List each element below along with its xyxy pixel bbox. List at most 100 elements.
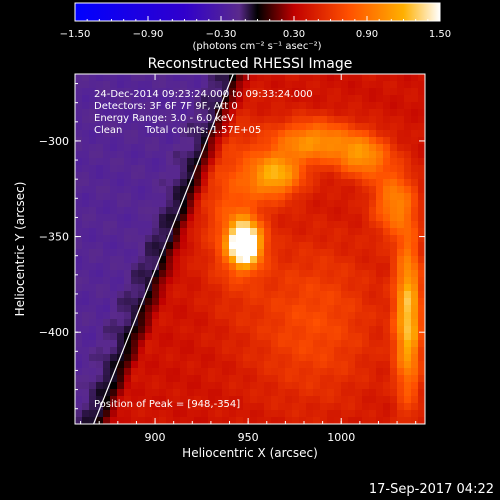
heatmap-cell	[159, 221, 167, 229]
heatmap-cell	[215, 249, 223, 257]
heatmap-cell	[285, 228, 293, 236]
heatmap-cell	[306, 284, 314, 292]
heatmap-cell	[138, 249, 146, 257]
heatmap-cell	[369, 193, 377, 201]
heatmap-cell	[383, 81, 391, 89]
heatmap-cell	[362, 361, 370, 369]
heatmap-cell	[236, 137, 244, 145]
heatmap-cell	[299, 95, 307, 103]
heatmap-cell	[341, 354, 349, 362]
heatmap-cell	[362, 319, 370, 327]
heatmap-cell	[250, 179, 258, 187]
heatmap-cell	[103, 347, 111, 355]
heatmap-cell	[411, 410, 419, 418]
heatmap-cell	[229, 305, 237, 313]
heatmap-cell	[285, 102, 293, 110]
heatmap-cell	[334, 179, 342, 187]
heatmap-cell	[173, 165, 181, 173]
heatmap-cell	[299, 298, 307, 306]
heatmap-cell	[138, 319, 146, 327]
heatmap-cell	[201, 165, 209, 173]
heatmap-cell	[320, 165, 328, 173]
heatmap-cell	[348, 214, 356, 222]
heatmap-cell	[166, 284, 174, 292]
heatmap-cell	[292, 81, 300, 89]
heatmap-cell	[208, 95, 216, 103]
heatmap-cell	[201, 368, 209, 376]
heatmap-cell	[341, 88, 349, 96]
heatmap-cell	[96, 172, 104, 180]
heatmap-cell	[327, 417, 335, 424]
heatmap-cell	[376, 109, 384, 117]
heatmap-cell	[334, 375, 342, 383]
heatmap-cell	[236, 130, 244, 138]
heatmap-cell	[131, 305, 139, 313]
heatmap-cell	[138, 389, 146, 397]
heatmap-cell	[159, 235, 167, 243]
heatmap-cell	[278, 396, 286, 404]
heatmap-cell	[229, 193, 237, 201]
heatmap-cell	[362, 172, 370, 180]
heatmap-cell	[327, 130, 335, 138]
heatmap-cell	[152, 165, 160, 173]
heatmap-cell	[201, 81, 209, 89]
heatmap-cell	[82, 284, 90, 292]
heatmap-cell	[327, 179, 335, 187]
heatmap-cell	[138, 130, 146, 138]
heatmap-cell	[292, 256, 300, 264]
heatmap-cell	[215, 235, 223, 243]
heatmap-cell	[236, 109, 244, 117]
heatmap-cell	[264, 312, 272, 320]
heatmap-cell	[411, 172, 419, 180]
heatmap-cell	[201, 410, 209, 418]
heatmap-cell	[215, 410, 223, 418]
heatmap-cell	[243, 270, 251, 278]
heatmap-cell	[355, 298, 363, 306]
heatmap-cell	[362, 375, 370, 383]
heatmap-cell	[334, 263, 342, 271]
heatmap-cell	[145, 130, 153, 138]
heatmap-cell	[257, 193, 265, 201]
heatmap-cell	[131, 193, 139, 201]
heatmap-cell	[117, 165, 125, 173]
heatmap-cell	[369, 312, 377, 320]
heatmap-cell	[194, 403, 202, 411]
heatmap-cell	[299, 368, 307, 376]
heatmap-cell	[341, 277, 349, 285]
heatmap-cell	[131, 291, 139, 299]
heatmap-cell	[96, 319, 104, 327]
heatmap-cell	[397, 109, 405, 117]
heatmap-cell	[187, 347, 195, 355]
heatmap-cell	[299, 123, 307, 131]
heatmap-cell	[390, 326, 398, 334]
heatmap-cell	[299, 102, 307, 110]
heatmap-cell	[404, 340, 412, 348]
heatmap-cell	[250, 186, 258, 194]
heatmap-cell	[383, 235, 391, 243]
heatmap-cell	[152, 277, 160, 285]
heatmap-cell	[208, 417, 216, 424]
heatmap-cell	[299, 179, 307, 187]
heatmap-cell	[320, 228, 328, 236]
heatmap-cell	[299, 326, 307, 334]
heatmap-cell	[145, 319, 153, 327]
heatmap-cell	[411, 221, 419, 229]
heatmap-cell	[418, 200, 425, 208]
heatmap-cell	[103, 284, 111, 292]
heatmap-cell	[201, 235, 209, 243]
heatmap-cell	[110, 74, 118, 82]
heatmap-cell	[271, 193, 279, 201]
heatmap-cell	[124, 193, 132, 201]
heatmap-cell	[152, 417, 160, 424]
heatmap-cell	[383, 102, 391, 110]
heatmap-cell	[355, 410, 363, 418]
heatmap-cell	[348, 179, 356, 187]
heatmap-cell	[383, 417, 391, 424]
heatmap-cell	[411, 347, 419, 355]
heatmap-cell	[208, 396, 216, 404]
heatmap-cell	[250, 102, 258, 110]
heatmap-cell	[264, 109, 272, 117]
heatmap-cell	[145, 410, 153, 418]
heatmap-cell	[334, 403, 342, 411]
heatmap-cell	[187, 165, 195, 173]
